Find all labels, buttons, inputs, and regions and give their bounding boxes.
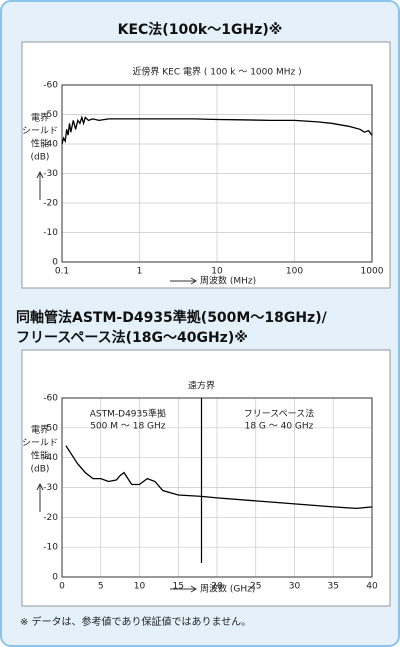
y-axis-label: シールド <box>22 127 58 137</box>
chart-box <box>21 41 391 289</box>
x-tick-label: 100 <box>286 267 303 277</box>
y-axis-label: (dB) <box>31 465 50 475</box>
y-axis-label: シールド <box>22 439 58 449</box>
annotation: 18 G ～ 40 GHz <box>245 422 314 432</box>
y-axis-label: (dB) <box>31 153 50 163</box>
y-tick-label: -20 <box>43 513 58 523</box>
x-tick-label: 30 <box>289 582 301 592</box>
y-tick-label: -10 <box>43 543 58 553</box>
x-axis-label: 周波数 (MHz) <box>200 275 256 287</box>
x-tick-label: 10 <box>211 267 223 277</box>
annotation: フリースペース法 <box>244 408 314 420</box>
y-axis-label: 性能 <box>31 450 49 462</box>
data-line <box>65 445 373 510</box>
y-tick-label: 0 <box>52 573 58 583</box>
arrow <box>36 170 44 200</box>
plot-frame <box>61 84 373 263</box>
y-tick-label: 0 <box>52 258 58 268</box>
y-tick-label: -10 <box>43 228 58 238</box>
y-tick-label: -20 <box>43 199 58 209</box>
x-tick-label: 1 <box>137 267 143 277</box>
x-tick-label: 0 <box>59 582 65 592</box>
x-tick-label: 35 <box>328 582 339 592</box>
x-tick-label: 40 <box>366 582 378 592</box>
chart-title: KEC法(100k～1GHz)※ <box>118 21 283 38</box>
y-tick-label: -50 <box>43 423 58 433</box>
y-tick-label: -60 <box>43 394 58 404</box>
y-tick-label: -60 <box>43 81 58 91</box>
annotation: 遠方界 <box>188 380 215 392</box>
plot-frame <box>61 397 373 578</box>
arrow <box>36 482 44 512</box>
annotation: ASTM-D4935準拠 <box>90 408 166 420</box>
x-tick-label: 10 <box>134 582 146 592</box>
x-tick-label: 20 <box>211 582 223 592</box>
x-tick-label: 25 <box>250 582 261 592</box>
y-axis-label: 性能 <box>31 138 49 150</box>
x-tick-label: 1000 <box>361 267 384 277</box>
y-tick-label: -30 <box>43 483 58 493</box>
chart-title: フリースペース法(18G～40GHz)※ <box>16 329 248 346</box>
x-tick-label: 0.1 <box>55 267 69 277</box>
y-tick-label: -40 <box>43 453 58 463</box>
chart-box <box>21 349 391 607</box>
chart-title: 同軸管法ASTM-D4935準拠(500M～18GHz)/ <box>16 309 328 326</box>
x-tick-label: 5 <box>98 582 104 592</box>
arrow <box>170 277 197 285</box>
y-tick-label: -30 <box>43 169 58 179</box>
y-tick-label: -50 <box>43 110 58 120</box>
chart-subtitle: 近傍界 KEC 電界 ( 100 k ～ 1000 MHz ) <box>132 66 301 78</box>
data-line <box>61 115 373 145</box>
y-axis-label: 電界 <box>31 113 49 124</box>
annotation: 500 M ～ 18 GHz <box>90 422 166 432</box>
note: ※ データは、参考値であり保証値ではありません。 <box>20 615 251 628</box>
arrow <box>170 585 197 593</box>
y-tick-label: -40 <box>43 140 58 150</box>
y-axis-label: 電界 <box>31 425 49 436</box>
x-axis-label: 周波数 (GHz) <box>200 583 255 595</box>
x-tick-label: 15 <box>173 582 184 592</box>
